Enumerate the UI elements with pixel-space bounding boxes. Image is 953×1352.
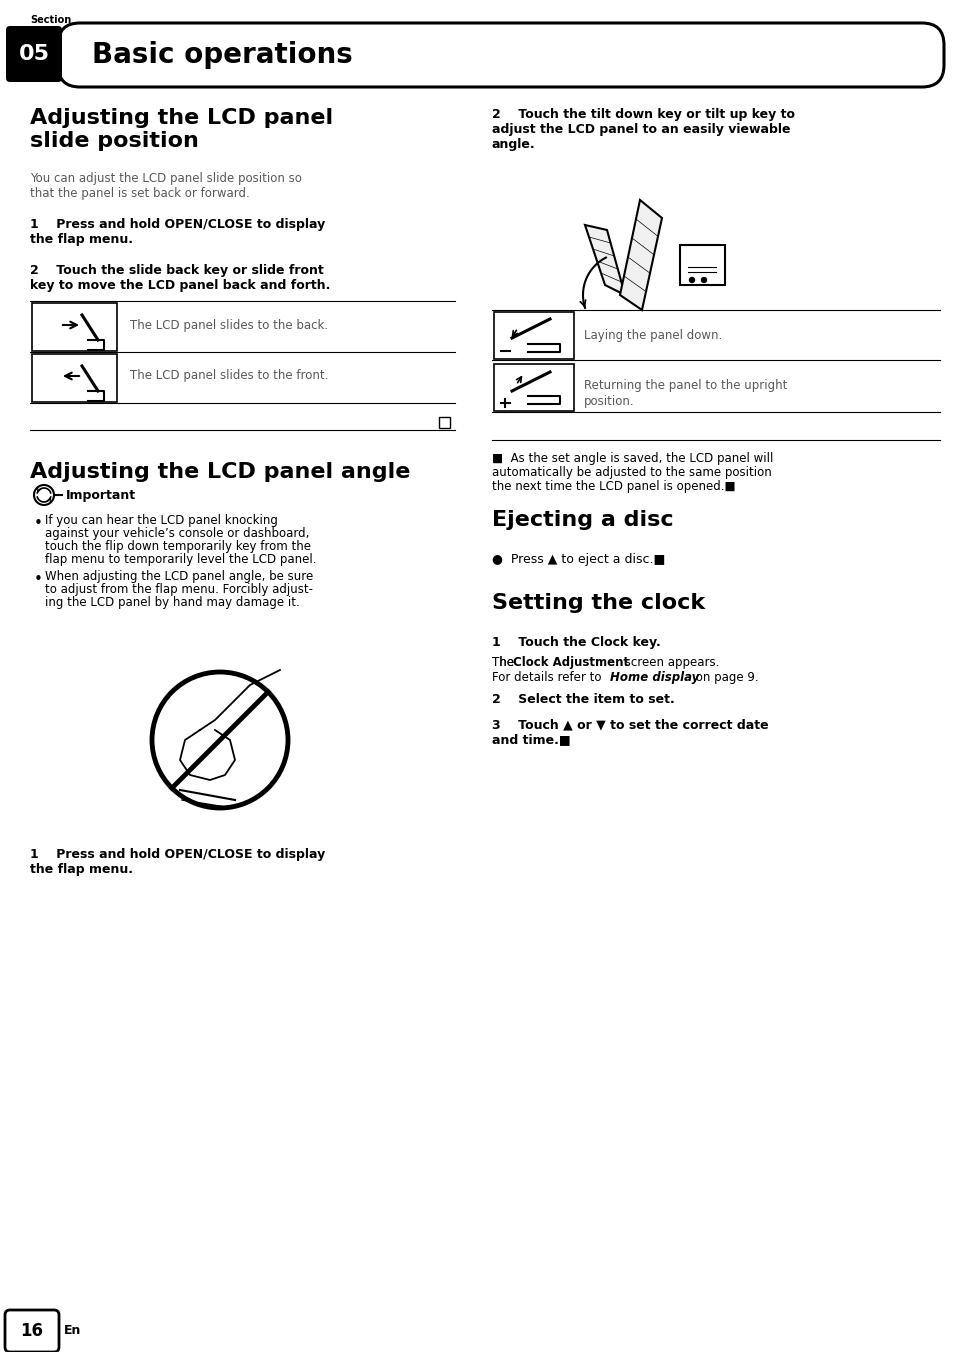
Text: Ejecting a disc: Ejecting a disc [492,510,673,530]
Text: to adjust from the flap menu. Forcibly adjust-: to adjust from the flap menu. Forcibly a… [45,583,313,596]
Circle shape [700,277,706,283]
Text: 1    Press and hold OPEN/CLOSE to display: 1 Press and hold OPEN/CLOSE to display [30,848,325,861]
Text: and time.■: and time.■ [492,733,570,746]
Text: Laying the panel down.: Laying the panel down. [583,329,721,342]
Text: 1    Press and hold OPEN/CLOSE to display: 1 Press and hold OPEN/CLOSE to display [30,218,325,231]
Text: the flap menu.: the flap menu. [30,233,132,246]
Text: the flap menu.: the flap menu. [30,863,132,876]
Text: 1    Touch the Clock key.: 1 Touch the Clock key. [492,635,660,649]
Bar [32,354,117,402]
Text: automatically be adjusted to the same position: automatically be adjusted to the same po… [492,466,771,479]
Text: For details refer to: For details refer to [492,671,604,684]
Text: Clock Adjustment: Clock Adjustment [513,656,628,669]
Text: 2    Touch the slide back key or slide front: 2 Touch the slide back key or slide fron… [30,264,323,277]
Text: The LCD panel slides to the back.: The LCD panel slides to the back. [130,319,328,333]
Text: 05: 05 [18,45,50,64]
Text: angle.: angle. [492,138,535,151]
Text: adjust the LCD panel to an easily viewable: adjust the LCD panel to an easily viewab… [492,123,790,137]
Text: screen appears.: screen appears. [620,656,719,669]
FancyBboxPatch shape [5,1310,59,1352]
Text: ●  Press ▲ to eject a disc.■: ● Press ▲ to eject a disc.■ [492,553,664,566]
Text: on page 9.: on page 9. [691,671,758,684]
Bar [438,416,450,429]
FancyBboxPatch shape [6,26,62,82]
Text: You can adjust the LCD panel slide position so: You can adjust the LCD panel slide posit… [30,172,301,185]
Bar [32,303,117,352]
Text: Home display: Home display [609,671,699,684]
Text: the next time the LCD panel is opened.■: the next time the LCD panel is opened.■ [492,480,735,493]
Text: En: En [64,1325,81,1337]
Text: ■  As the set angle is saved, the LCD panel will: ■ As the set angle is saved, the LCD pan… [492,452,773,465]
Text: touch the flip down temporarily key from the: touch the flip down temporarily key from… [45,539,311,553]
Text: Setting the clock: Setting the clock [492,594,704,612]
Text: Returning the panel to the upright: Returning the panel to the upright [583,380,786,392]
Text: 3    Touch ▲ or ▼ to set the correct date: 3 Touch ▲ or ▼ to set the correct date [492,718,768,731]
Text: that the panel is set back or forward.: that the panel is set back or forward. [30,187,250,200]
Text: Important: Important [66,488,136,502]
Text: 2    Touch the tilt down key or tilt up key to: 2 Touch the tilt down key or tilt up key… [492,108,794,120]
Text: position.: position. [583,395,634,407]
Text: When adjusting the LCD panel angle, be sure: When adjusting the LCD panel angle, be s… [45,571,313,583]
Text: flap menu to temporarily level the LCD panel.: flap menu to temporarily level the LCD p… [45,553,316,566]
Bar [679,245,724,285]
Text: slide position: slide position [30,131,198,151]
Polygon shape [584,224,624,295]
Text: If you can hear the LCD panel knocking: If you can hear the LCD panel knocking [45,514,277,527]
Text: against your vehicle’s console or dashboard,: against your vehicle’s console or dashbo… [45,527,309,539]
Text: •: • [34,572,43,587]
FancyBboxPatch shape [58,23,943,87]
Bar [494,312,574,360]
Text: •: • [34,516,43,531]
Text: The: The [492,656,517,669]
Circle shape [689,277,694,283]
Circle shape [34,485,54,506]
Text: 2    Select the item to set.: 2 Select the item to set. [492,694,674,706]
Bar [494,364,574,411]
Text: Adjusting the LCD panel angle: Adjusting the LCD panel angle [30,462,410,483]
Text: key to move the LCD panel back and forth.: key to move the LCD panel back and forth… [30,279,330,292]
Text: ing the LCD panel by hand may damage it.: ing the LCD panel by hand may damage it. [45,596,299,608]
Text: 16: 16 [20,1322,44,1340]
Text: Basic operations: Basic operations [91,41,353,69]
Text: Section: Section [30,15,71,24]
Polygon shape [619,200,661,310]
Text: The LCD panel slides to the front.: The LCD panel slides to the front. [130,369,328,383]
Text: The: The [492,656,517,669]
Text: Adjusting the LCD panel: Adjusting the LCD panel [30,108,333,128]
